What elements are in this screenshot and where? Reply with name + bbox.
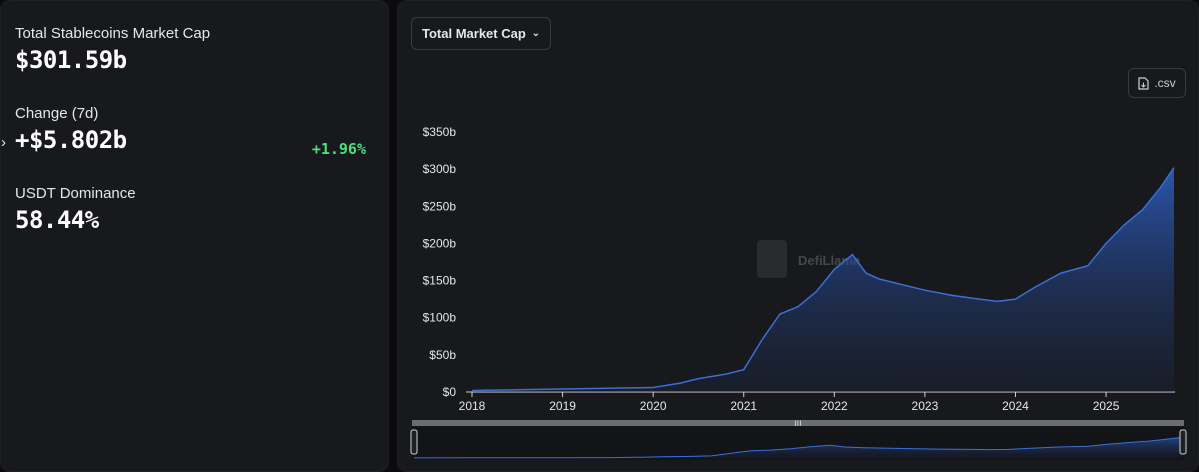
- brush-preview-line: [413, 436, 1183, 459]
- x-axis: 2018 2019 2020 2021 2022 2023 2024 2025: [459, 399, 1120, 413]
- csv-download-button[interactable]: .csv: [1128, 68, 1186, 98]
- x-axis-tick-marks: [471, 392, 1107, 397]
- range-brush[interactable]: |||: [410, 420, 1187, 460]
- brush-right-handle[interactable]: [1179, 429, 1187, 455]
- change-7d-percent: +1.96%: [311, 140, 366, 158]
- market-cap-area: [472, 167, 1174, 392]
- chart-panel: Total Market Cap ⌄ .csv: [397, 0, 1199, 472]
- total-market-cap-stat: Total Stablecoins Market Cap $301.59b: [15, 25, 210, 74]
- csv-label: .csv: [1154, 76, 1176, 90]
- y-axis: $0 $50b $100b $150b $200b $250b $300b $350b: [423, 125, 457, 399]
- x-tick-label: 2024: [1002, 399, 1029, 413]
- y-tick-label: $250b: [423, 199, 457, 213]
- grip-icon[interactable]: |||: [794, 420, 801, 428]
- watermark: DefiLlama: [757, 240, 861, 278]
- x-tick-label: 2020: [640, 399, 667, 413]
- total-market-cap-value: $301.59b: [15, 46, 127, 74]
- market-cap-chart[interactable]: $0 $50b $100b $150b $200b $250b $300b $350b 201…: [397, 0, 1199, 472]
- brush-top-bar[interactable]: [412, 420, 1184, 426]
- market-cap-line: [471, 167, 1175, 392]
- stats-panel: Total Stablecoins Market Cap $301.59b › …: [0, 0, 389, 472]
- change-7d-stat[interactable]: Change (7d) +$5.802b: [15, 105, 127, 154]
- y-tick-label: $350b: [423, 125, 457, 139]
- y-tick-label: $0: [443, 385, 457, 399]
- x-tick-label: 2018: [459, 399, 486, 413]
- x-tick-label: 2022: [821, 399, 848, 413]
- metric-select[interactable]: Total Market Cap ⌄: [411, 17, 551, 50]
- brush-left-handle[interactable]: [410, 429, 418, 455]
- brush-preview-area: [414, 437, 1182, 458]
- total-market-cap-label: Total Stablecoins Market Cap: [15, 25, 211, 42]
- file-icon: [1138, 76, 1149, 90]
- usdt-dominance-stat: USDT Dominance 58.44%: [15, 185, 136, 234]
- x-tick-label: 2025: [1093, 399, 1120, 413]
- usdt-dominance-label: USDT Dominance: [15, 185, 136, 202]
- y-tick-label: $200b: [423, 236, 457, 250]
- y-tick-label: $50b: [429, 348, 456, 362]
- llama-logo-icon: [757, 240, 787, 278]
- chevron-right-icon[interactable]: ›: [1, 134, 6, 151]
- y-tick-label: $150b: [423, 274, 457, 288]
- y-tick-label: $100b: [423, 311, 457, 325]
- x-tick-label: 2019: [549, 399, 576, 413]
- change-7d-value: +$5.802b: [15, 126, 127, 154]
- y-tick-label: $300b: [423, 162, 457, 176]
- x-tick-label: 2021: [730, 399, 757, 413]
- change-7d-label: Change (7d): [15, 105, 99, 122]
- chevron-down-icon: ⌄: [531, 28, 540, 39]
- usdt-dominance-value: 58.44%: [15, 206, 99, 234]
- x-tick-label: 2023: [912, 399, 939, 413]
- metric-select-label: Total Market Cap: [422, 26, 526, 41]
